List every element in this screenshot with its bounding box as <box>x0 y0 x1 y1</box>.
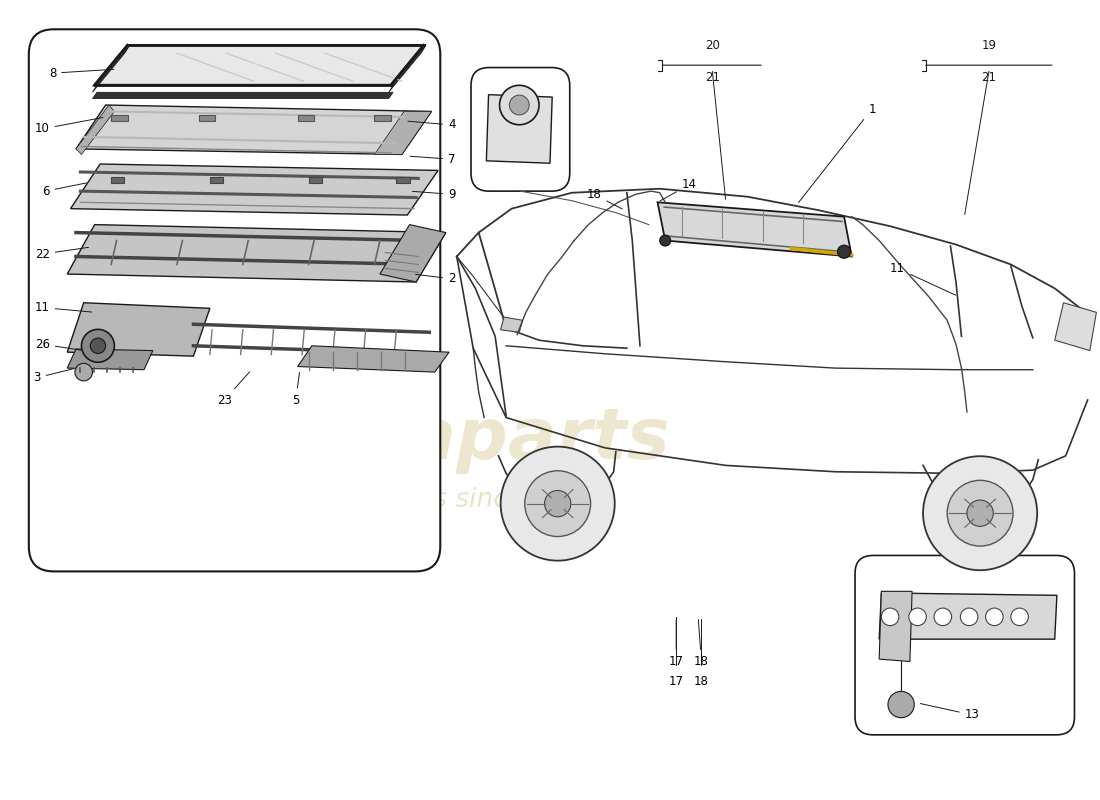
Text: a passion for parts since 1985: a passion for parts since 1985 <box>201 486 600 513</box>
Text: 17: 17 <box>669 620 684 668</box>
Text: 5: 5 <box>293 373 299 406</box>
Polygon shape <box>374 111 431 154</box>
Text: 7: 7 <box>410 153 455 166</box>
Text: 18: 18 <box>586 188 623 209</box>
Text: 18: 18 <box>694 675 708 688</box>
Text: 11: 11 <box>35 301 92 314</box>
Text: 2: 2 <box>416 272 455 286</box>
Circle shape <box>947 480 1013 546</box>
Polygon shape <box>67 225 446 282</box>
Circle shape <box>660 235 671 246</box>
Circle shape <box>909 608 926 626</box>
FancyBboxPatch shape <box>471 67 570 191</box>
Polygon shape <box>95 46 424 85</box>
Polygon shape <box>70 164 438 215</box>
FancyBboxPatch shape <box>29 30 440 571</box>
Polygon shape <box>309 177 322 183</box>
Text: 4: 4 <box>408 118 455 131</box>
Polygon shape <box>388 46 426 92</box>
Circle shape <box>986 608 1003 626</box>
Polygon shape <box>111 114 128 121</box>
Polygon shape <box>199 114 216 121</box>
Text: 13: 13 <box>921 703 980 722</box>
Circle shape <box>500 446 615 561</box>
Text: 19: 19 <box>981 38 997 52</box>
Text: 21: 21 <box>981 70 997 84</box>
Circle shape <box>967 500 993 526</box>
Text: 1: 1 <box>799 102 876 202</box>
Text: 22: 22 <box>35 247 89 261</box>
Text: 11: 11 <box>890 262 956 295</box>
Polygon shape <box>396 177 409 183</box>
Circle shape <box>837 245 850 258</box>
Polygon shape <box>76 105 431 154</box>
Polygon shape <box>486 94 552 163</box>
Circle shape <box>525 470 591 537</box>
Circle shape <box>509 95 529 115</box>
Circle shape <box>923 456 1037 570</box>
Polygon shape <box>298 114 315 121</box>
Text: 17: 17 <box>669 675 684 688</box>
Text: 21: 21 <box>705 70 719 84</box>
Circle shape <box>544 490 571 517</box>
Text: 10: 10 <box>35 118 103 135</box>
Polygon shape <box>210 177 223 183</box>
Polygon shape <box>92 46 130 92</box>
Polygon shape <box>658 202 851 257</box>
Polygon shape <box>67 349 153 370</box>
Circle shape <box>75 363 92 381</box>
Circle shape <box>81 330 114 362</box>
Polygon shape <box>374 114 390 121</box>
Text: 14: 14 <box>660 178 696 201</box>
Polygon shape <box>111 177 124 183</box>
Text: europaparts: europaparts <box>170 406 670 474</box>
Circle shape <box>888 691 914 718</box>
Polygon shape <box>298 346 449 372</box>
Text: 9: 9 <box>412 188 455 201</box>
Circle shape <box>881 608 899 626</box>
Circle shape <box>934 608 952 626</box>
Polygon shape <box>1055 302 1097 350</box>
Text: 20: 20 <box>705 38 719 52</box>
Circle shape <box>1011 608 1028 626</box>
Polygon shape <box>92 92 393 98</box>
Text: 26: 26 <box>35 338 81 350</box>
Text: 3: 3 <box>33 369 74 384</box>
Polygon shape <box>379 225 446 282</box>
Circle shape <box>90 338 106 354</box>
FancyBboxPatch shape <box>855 555 1075 735</box>
Circle shape <box>499 86 539 125</box>
Text: 18: 18 <box>694 620 708 668</box>
Text: 23: 23 <box>217 372 250 406</box>
Text: 8: 8 <box>48 66 113 80</box>
Text: 6: 6 <box>42 183 87 198</box>
Polygon shape <box>67 302 210 356</box>
Polygon shape <box>76 105 114 154</box>
Circle shape <box>960 608 978 626</box>
Polygon shape <box>879 593 1057 639</box>
Polygon shape <box>500 317 522 332</box>
Polygon shape <box>879 591 912 662</box>
